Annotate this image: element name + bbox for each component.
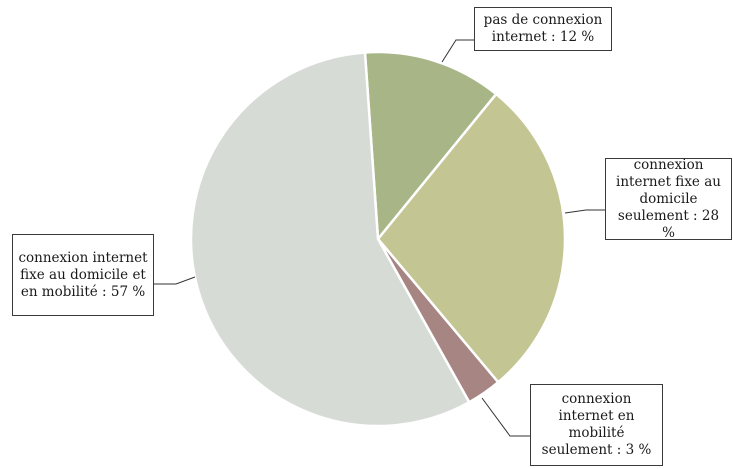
pie-slices [189,50,567,428]
pie-slice-fixed-and-mobile [189,51,471,428]
data-label-mobile-only-text: connexion internet en mobilité seulement… [541,391,652,458]
data-label-no-connection-text: pas de connexion internet : 12 % [483,12,603,45]
data-label-fixed-home-only-text: connexion internet fixe au domicile seul… [616,156,721,241]
leader-line-fixed-home-only [564,209,605,214]
data-label-no-connection: pas de connexion internet : 12 % [474,7,612,51]
data-label-mobile-only: connexion internet en mobilité seulement… [530,384,663,466]
data-label-fixed-and-mobile-text: connexion internet fixe au domicile et e… [18,249,148,300]
pie-slice-no-connection [363,50,498,243]
data-label-fixed-and-mobile: connexion internet fixe au domicile et e… [12,234,154,316]
leader-line-mobile-only [481,397,530,437]
leader-line-no-connection [441,39,474,63]
leader-line-fixed-and-mobile [154,276,196,285]
pie-slice-fixed-home-only [376,92,567,385]
leader-lines [154,39,605,437]
data-label-fixed-home-only: connexion internet fixe au domicile seul… [605,156,732,241]
